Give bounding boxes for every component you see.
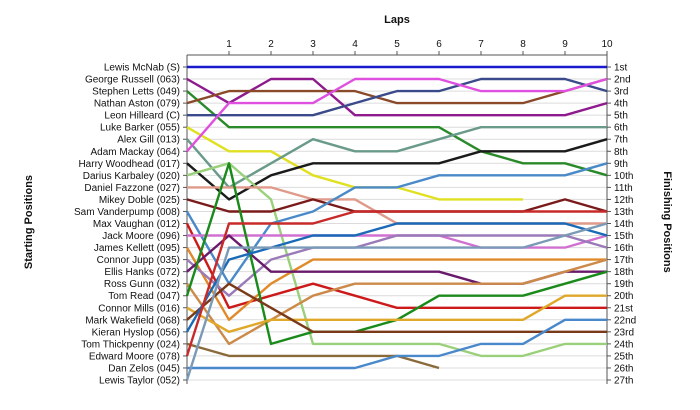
position-label: 8th [614, 147, 628, 158]
series-line [185, 222, 608, 333]
driver-label: Ellis Hanks (072) [104, 267, 180, 278]
x-tick-label: 2 [268, 39, 274, 50]
driver-label: Connor Mills (016) [98, 303, 180, 314]
position-label: 6th [614, 123, 628, 134]
driver-label: Darius Karbaley (020) [83, 171, 180, 182]
driver-label: James Kellett (095) [94, 243, 180, 254]
position-label: 21st [614, 303, 633, 314]
x-tick-label: 4 [352, 39, 358, 50]
driver-label: Alex Gill (013) [117, 135, 180, 146]
series-line [186, 77, 608, 105]
x-tick-label: 9 [562, 39, 568, 50]
starting-labels: Lewis McNab (S)George Russell (063)Steph… [74, 63, 180, 387]
position-label: 2nd [614, 75, 631, 86]
series-line [186, 294, 607, 333]
driver-label: Tom Thickpenny (024) [81, 339, 180, 350]
position-label: 19th [614, 279, 633, 290]
position-label: 10th [614, 171, 633, 182]
driver-label: Jack Moore (096) [102, 231, 180, 242]
series-line [186, 138, 608, 201]
driver-label: Nathan Aston (079) [94, 99, 180, 110]
series-line [185, 222, 608, 381]
position-label: 4th [614, 99, 628, 110]
position-label: 25th [614, 351, 633, 362]
position-label: 15th [614, 231, 633, 242]
finishing-labels: 1st2nd3rd4th5th6th7th8th9th10th11th12th1… [614, 63, 636, 387]
position-label: 3rd [614, 87, 628, 98]
y-label-left: Starting Positions [23, 175, 35, 269]
series-line [185, 210, 607, 357]
position-label: 23rd [614, 327, 634, 338]
x-tick-label: 8 [520, 39, 526, 50]
position-label: 17th [614, 255, 633, 266]
position-label: 12th [614, 195, 633, 206]
driver-label: Tom Read (047) [108, 291, 180, 302]
position-label: 16th [614, 243, 633, 254]
x-tick-label: 1 [226, 39, 232, 50]
series-line [186, 77, 608, 117]
driver-label: Lewis McNab (S) [104, 63, 180, 74]
series-line [186, 198, 608, 213]
series-line [186, 258, 608, 346]
x-ticks: 1 2 3 4 5 6 7 8 9 10 [226, 39, 613, 55]
series-line [186, 234, 608, 297]
series-line [186, 125, 607, 189]
driver-label: Leon Hilleard (C) [104, 111, 180, 122]
driver-label: Mikey Doble (025) [99, 195, 180, 206]
series-line [186, 282, 607, 333]
x-tick-label: 5 [394, 39, 400, 50]
position-label: 5th [614, 111, 628, 122]
position-label: 26th [614, 363, 633, 374]
position-label: 27th [614, 376, 633, 387]
driver-label: Luke Barker (055) [100, 123, 180, 134]
series-line [187, 77, 608, 117]
driver-label: Kieran Hyslop (056) [92, 327, 180, 338]
position-label: 1st [614, 63, 628, 74]
series-lines [185, 65, 608, 381]
series-line [187, 318, 607, 370]
driver-label: Sam Vanderpump (008) [74, 207, 180, 218]
chart-title: Laps [384, 14, 410, 26]
driver-label: Max Vaughan (012) [93, 219, 180, 230]
position-label: 13th [614, 207, 633, 218]
x-tick-label: 3 [310, 39, 316, 50]
driver-label: Harry Woodhead (017) [78, 159, 180, 170]
position-label: 11th [614, 183, 633, 194]
x-tick-label: 7 [478, 39, 484, 50]
x-tick-label: 6 [436, 39, 442, 50]
driver-label: Connor Jupp (035) [97, 255, 180, 266]
driver-label: Edward Moore (078) [89, 351, 180, 362]
driver-label: Ross Gunn (032) [104, 279, 180, 290]
position-label: 22nd [614, 315, 636, 326]
series-line [186, 90, 608, 177]
position-label: 14th [614, 219, 633, 230]
position-label: 18th [614, 267, 633, 278]
driver-label: Dan Zelos (045) [108, 363, 180, 374]
driver-label: Mark Wakefield (068) [85, 315, 180, 326]
position-label: 9th [614, 159, 628, 170]
driver-label: Lewis Taylor (052) [99, 376, 180, 387]
driver-label: Adam Mackay (064) [91, 147, 180, 158]
x-tick-label: 10 [601, 39, 613, 50]
series-line [185, 162, 608, 285]
driver-label: Daniel Fazzone (027) [84, 183, 180, 194]
series-line [185, 246, 607, 321]
position-label: 20th [614, 291, 633, 302]
y-label-right: Finishing Positions [661, 171, 673, 272]
position-label: 7th [614, 135, 628, 146]
series-line [186, 77, 608, 153]
driver-label: George Russell (063) [85, 75, 180, 86]
driver-label: Stephen Letts (049) [92, 87, 180, 98]
position-label: 24th [614, 339, 633, 350]
